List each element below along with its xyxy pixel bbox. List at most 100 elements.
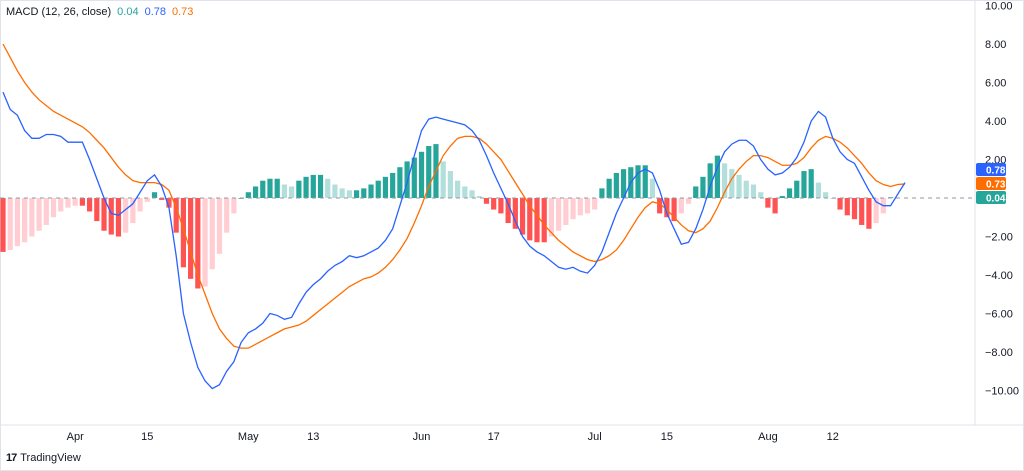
y-tick-label: 6.00: [985, 78, 1006, 90]
histogram-bar: [534, 198, 540, 243]
histogram-bar: [332, 184, 338, 198]
histogram-bar: [7, 198, 13, 250]
histogram-bar: [361, 188, 367, 199]
histogram-bar: [700, 176, 706, 198]
histogram-bar: [137, 198, 143, 212]
histogram-bar: [671, 198, 677, 222]
histogram-bar: [123, 198, 129, 233]
signal-line: [2, 43, 906, 349]
histogram-bar: [685, 198, 692, 204]
histogram-bar: [657, 198, 663, 214]
histogram-bar: [837, 198, 843, 210]
histogram-bar: [801, 171, 807, 198]
histogram-bar: [260, 180, 266, 198]
histogram-bar: [483, 198, 490, 204]
histogram-bar: [620, 169, 627, 199]
macd-value: 0.78: [144, 6, 166, 18]
tradingview-branding[interactable]: 17 TradingView: [6, 452, 81, 464]
y-tick-label: −8.00: [985, 347, 1013, 359]
histogram-bar: [166, 198, 172, 208]
svg-text:0.04: 0.04: [986, 194, 1006, 205]
histogram-bar: [649, 178, 656, 198]
x-tick-label: Apr: [67, 431, 84, 443]
histogram-bar: [563, 198, 569, 225]
histogram-bar: [462, 186, 468, 198]
histogram-bar: [231, 198, 237, 214]
y-tick-label: −10.00: [985, 386, 1019, 398]
histogram-bar: [851, 198, 858, 220]
histogram-bar: [303, 176, 309, 198]
tradingview-logo: 17: [6, 452, 17, 464]
x-tick-label: 15: [661, 431, 673, 443]
last-value-label-histogram: 0.04: [976, 191, 1006, 205]
histogram-bar: [736, 174, 742, 198]
histogram-bar: [289, 186, 295, 198]
indicator-title: MACD (12, 26, close): [6, 6, 112, 18]
x-tick-label: Jul: [588, 431, 602, 443]
histogram-bar: [404, 161, 410, 198]
histogram-bar: [548, 198, 555, 237]
histogram-bar: [245, 192, 251, 198]
macd-line: [2, 91, 906, 390]
x-tick-label: Jun: [413, 431, 431, 443]
histogram-bar: [476, 196, 482, 198]
histogram-bar: [209, 198, 215, 270]
histogram-bar: [202, 198, 208, 287]
tradingview-text: TradingView: [20, 452, 81, 464]
histogram-bar: [779, 196, 785, 198]
histogram-bar: [0, 198, 6, 252]
indicator-legend[interactable]: MACD (12, 26, close) 0.04 0.78 0.73: [6, 6, 193, 18]
x-tick-label: May: [238, 431, 259, 443]
histogram-bar: [267, 178, 273, 198]
histogram-bar: [743, 180, 749, 198]
histogram-bar: [426, 146, 432, 198]
histogram-bar: [94, 198, 100, 222]
histogram-bar: [491, 198, 497, 210]
histogram-bar: [866, 198, 872, 229]
histogram-bar: [108, 198, 114, 235]
histogram-bar: [50, 198, 57, 218]
histogram-bar: [678, 198, 684, 214]
histogram-bar: [440, 161, 446, 198]
histogram-bar: [844, 198, 850, 216]
histogram-bar: [859, 198, 865, 225]
histogram-bar: [173, 198, 179, 233]
histogram-bar: [58, 198, 64, 212]
histogram-bar: [43, 198, 49, 225]
svg-text:0.78: 0.78: [986, 166, 1006, 177]
histogram-bar: [584, 198, 591, 214]
histogram-bar: [188, 198, 194, 279]
x-tick-label: 13: [307, 431, 319, 443]
histogram-bar: [281, 184, 288, 198]
histogram-bar: [519, 198, 526, 235]
x-tick-label: 12: [827, 431, 839, 443]
histogram-bar: [758, 192, 764, 198]
histogram-bar: [613, 172, 619, 198]
last-value-labels: 0.78 0.73 0.04: [976, 163, 1006, 205]
histogram-bar: [22, 198, 28, 243]
histogram-bar: [498, 198, 504, 214]
histogram-bar: [592, 198, 598, 210]
y-tick-label: −4.00: [985, 270, 1013, 282]
x-axis[interactable]: Apr 15 May 13 Jun 17 Jul 15 Aug 12: [67, 431, 839, 443]
histogram-bar: [469, 190, 475, 198]
histogram-bar: [455, 180, 461, 198]
histogram-bar: [815, 182, 822, 198]
histogram-bar: [159, 198, 165, 200]
histogram-bar: [79, 198, 85, 206]
x-tick-label: 15: [141, 431, 153, 443]
histogram-bar: [541, 198, 547, 243]
histogram-bar: [397, 167, 403, 198]
y-tick-label: 4.00: [985, 116, 1006, 128]
histogram-bar: [570, 198, 576, 220]
histogram-bar: [447, 171, 453, 198]
histogram-bar: [115, 198, 122, 237]
histogram-bar: [317, 174, 324, 198]
last-value-label-signal: 0.73: [976, 177, 1006, 191]
histogram-bar: [635, 165, 641, 198]
histogram-bar: [642, 165, 648, 198]
histogram-bar: [151, 192, 158, 198]
histogram-bar: [346, 190, 352, 198]
histogram-bar: [14, 198, 21, 247]
